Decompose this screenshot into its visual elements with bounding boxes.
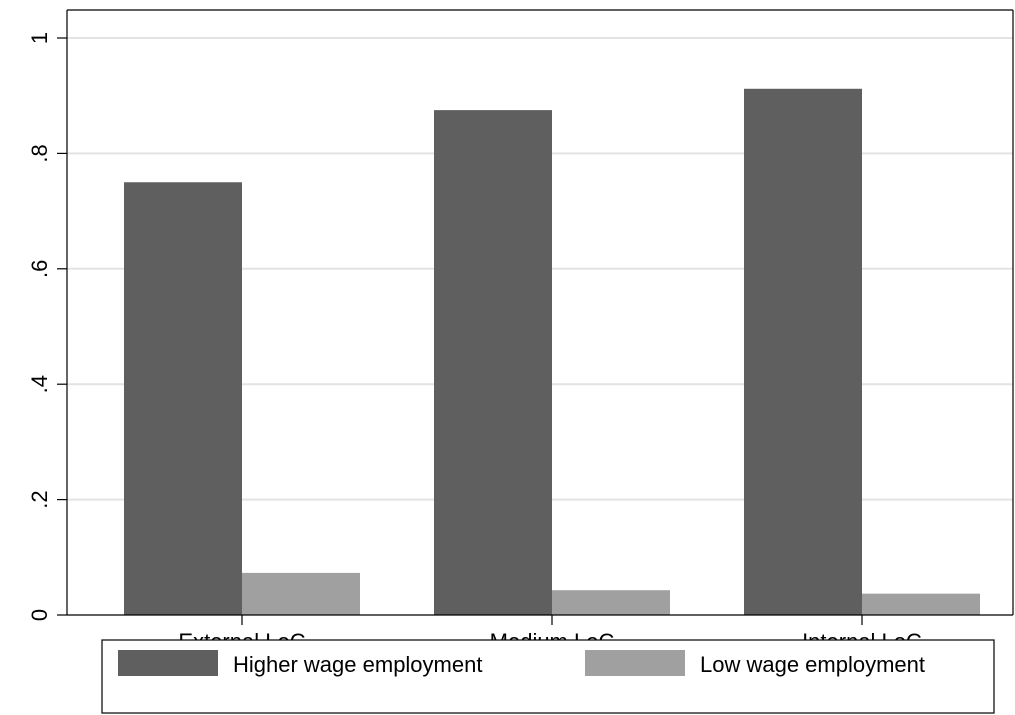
bar-low-wage-0 (242, 572, 360, 615)
bar-higher-wage-2 (744, 88, 862, 615)
y-axis-ticks: 0 .2 .4 .6 .8 1 (27, 32, 67, 621)
bar-low-wage-2 (862, 593, 980, 615)
y-tick-label: .6 (27, 260, 52, 278)
legend-swatch (118, 650, 218, 676)
bar-higher-wage-1 (434, 110, 552, 615)
bars (124, 88, 980, 615)
bar-higher-wage-0 (124, 182, 242, 615)
legend-label: Higher wage employment (233, 652, 482, 677)
legend: Higher wage employment Low wage employmen… (101, 639, 995, 714)
legend-swatch (585, 650, 685, 676)
y-tick-label: .2 (27, 490, 52, 508)
y-tick-label: .8 (27, 144, 52, 162)
legend-box (101, 639, 995, 714)
legend-label: Low wage employment (700, 652, 925, 677)
bar-low-wage-1 (552, 590, 670, 615)
y-tick-label: 0 (27, 609, 52, 621)
y-tick-label: 1 (27, 32, 52, 44)
y-tick-label: .4 (27, 375, 52, 393)
